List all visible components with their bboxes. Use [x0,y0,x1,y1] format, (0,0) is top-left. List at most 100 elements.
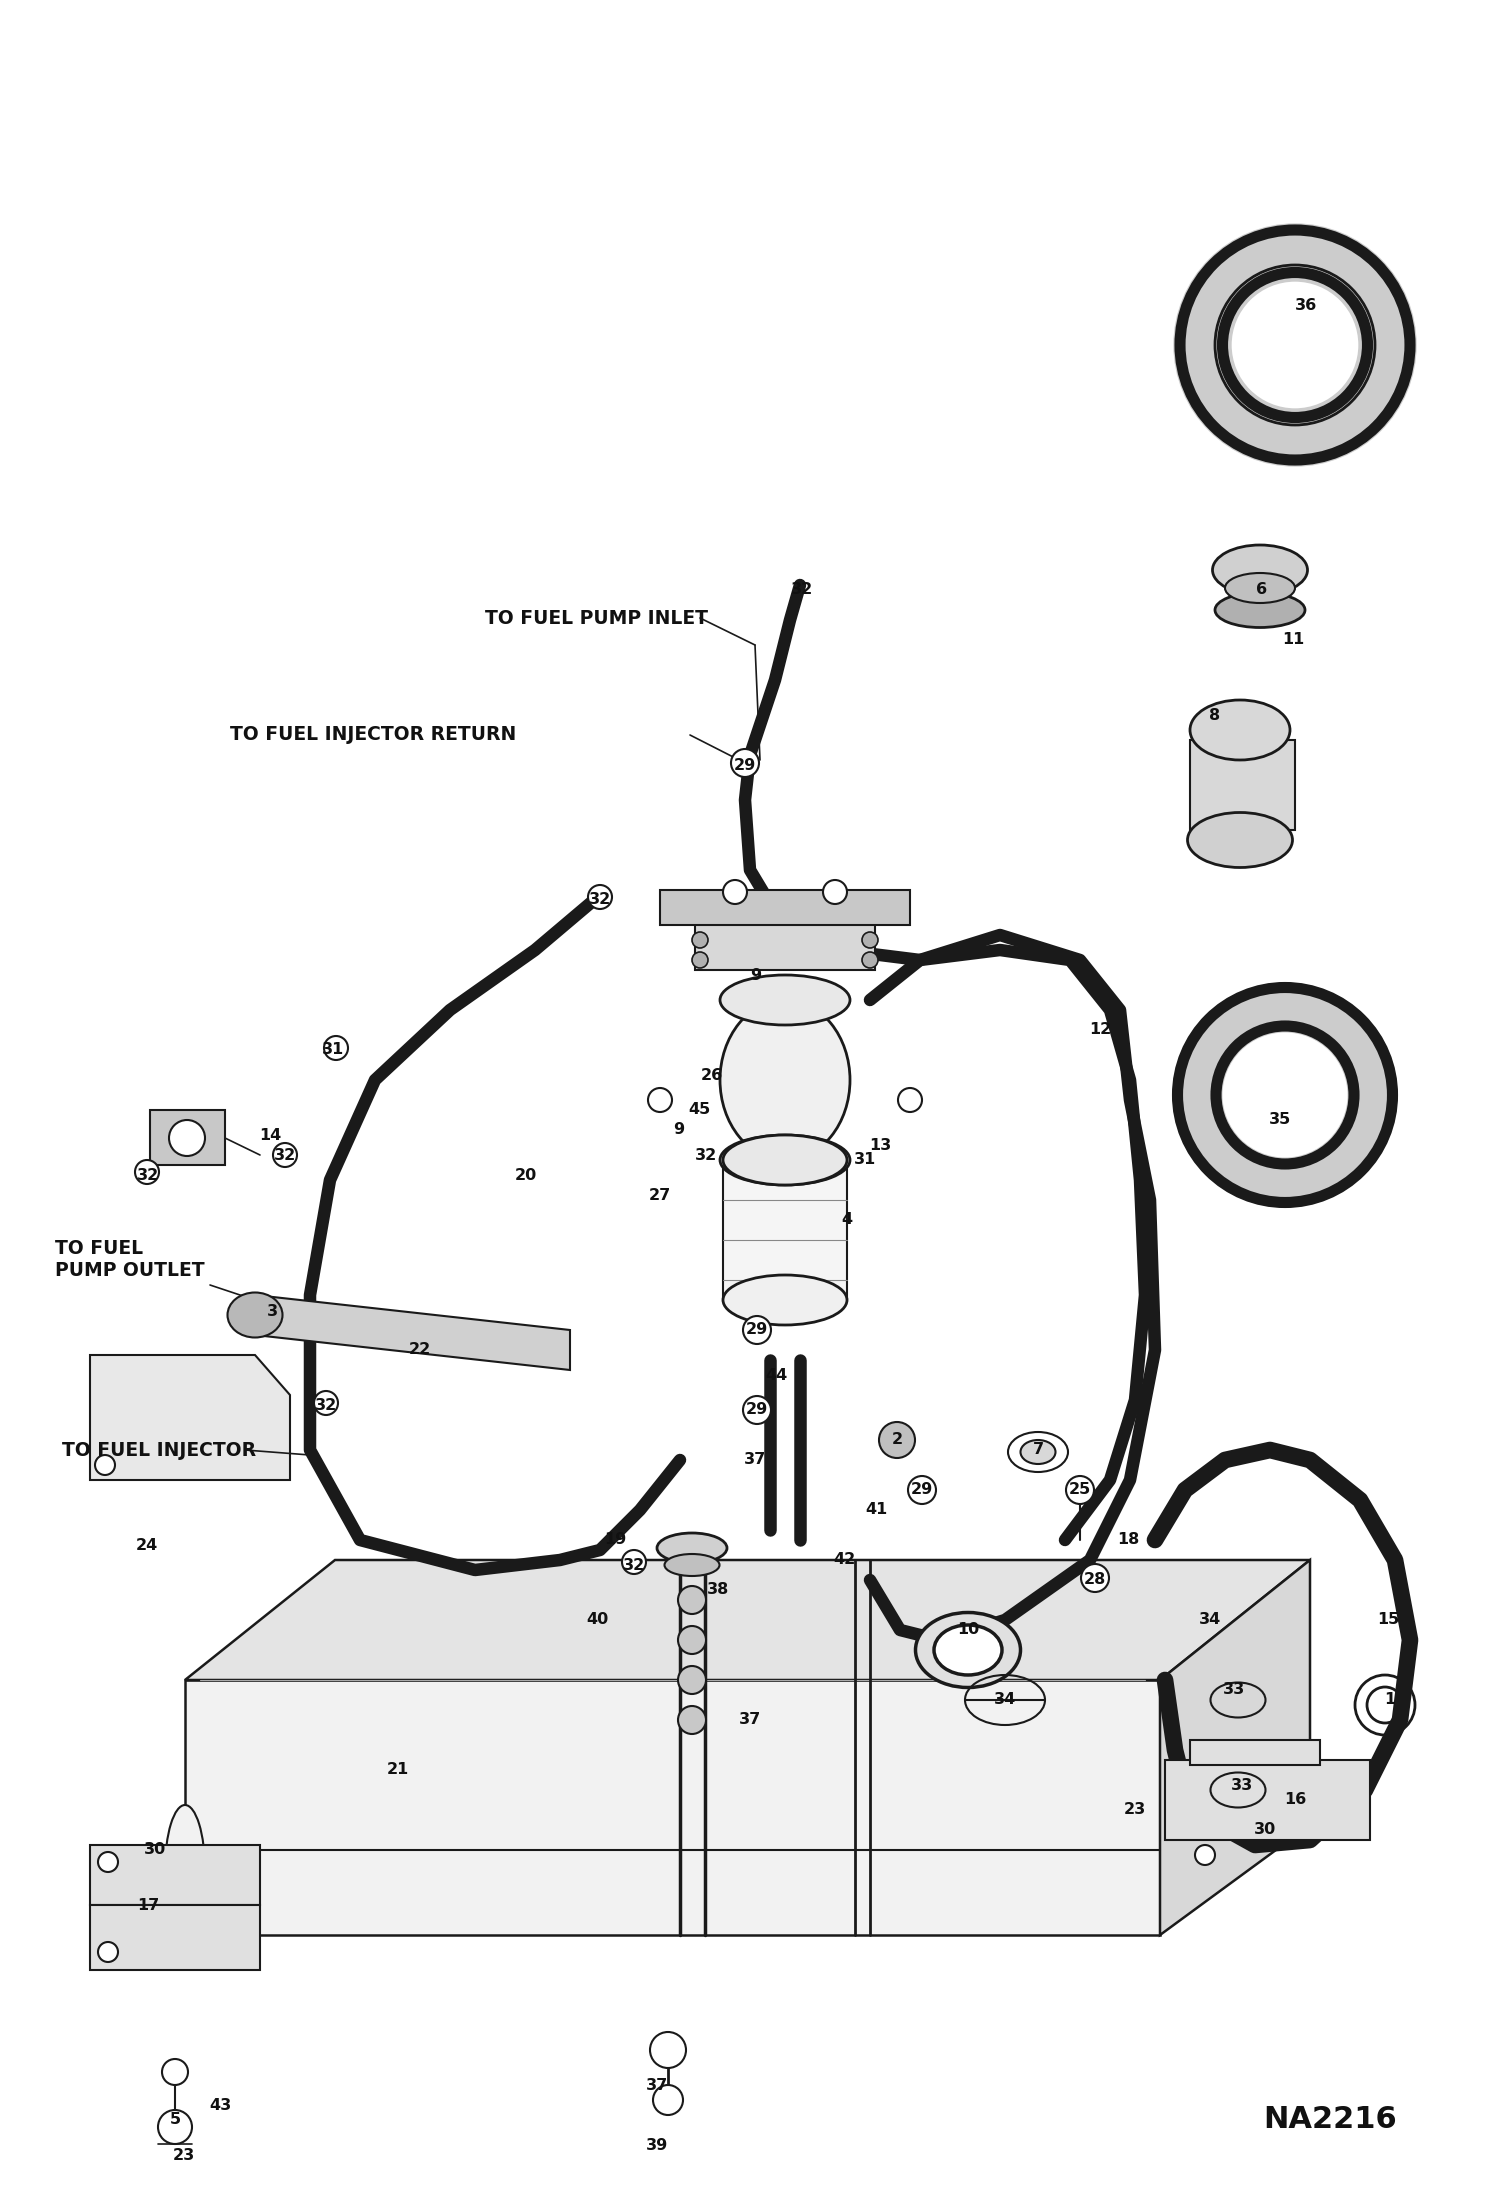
Text: 23: 23 [172,2147,195,2162]
Polygon shape [695,921,875,969]
Circle shape [743,1397,771,1423]
Ellipse shape [915,1612,1020,1686]
Ellipse shape [228,1292,283,1338]
Circle shape [692,952,709,967]
Circle shape [897,1088,921,1112]
Circle shape [1195,1844,1215,1864]
Ellipse shape [724,1136,846,1184]
Polygon shape [661,890,909,925]
Text: 1: 1 [1384,1693,1396,1708]
Ellipse shape [1215,592,1305,627]
Text: 21: 21 [386,1763,409,1779]
Circle shape [97,1943,118,1963]
Text: 32: 32 [791,583,813,596]
Text: 42: 42 [833,1553,855,1568]
Text: 39: 39 [646,2138,668,2154]
Polygon shape [255,1296,571,1371]
Text: NA2216: NA2216 [1263,2105,1396,2134]
Text: 3: 3 [267,1305,277,1320]
Bar [1189,1739,1320,1765]
Ellipse shape [658,1533,727,1564]
Polygon shape [90,1906,261,1969]
Text: 34: 34 [993,1693,1016,1708]
Polygon shape [90,1355,291,1480]
Text: 28: 28 [1085,1572,1106,1588]
Text: 9: 9 [750,967,761,982]
Text: 15: 15 [1377,1612,1399,1627]
Ellipse shape [721,1000,849,1160]
Text: 31: 31 [322,1042,345,1057]
Text: 29: 29 [734,757,756,772]
Text: 30: 30 [144,1842,166,1857]
Text: 34: 34 [1198,1612,1221,1627]
Polygon shape [184,1680,1159,1934]
Text: 32: 32 [136,1167,159,1182]
Circle shape [679,1586,706,1614]
Text: 26: 26 [701,1068,724,1083]
Circle shape [94,1454,115,1476]
Ellipse shape [1225,572,1294,603]
Text: 32: 32 [695,1147,718,1162]
Text: 30: 30 [1254,1822,1276,1838]
Text: 19: 19 [604,1533,626,1548]
Text: 14: 14 [259,1127,282,1143]
Circle shape [97,1853,118,1873]
Text: 29: 29 [911,1482,933,1498]
Text: 45: 45 [688,1103,710,1118]
Ellipse shape [721,976,849,1024]
Bar [150,1110,225,1164]
Polygon shape [1165,1761,1371,1840]
Circle shape [731,750,759,776]
Text: 10: 10 [957,1623,980,1638]
Text: 29: 29 [746,1404,768,1417]
Polygon shape [1159,1559,1309,1934]
Text: 35: 35 [1269,1112,1291,1127]
Ellipse shape [721,1136,849,1184]
Circle shape [822,879,846,904]
Text: 32: 32 [623,1557,646,1572]
Text: 37: 37 [739,1713,761,1728]
Circle shape [650,2033,686,2068]
Text: 40: 40 [586,1612,608,1627]
Text: 13: 13 [869,1138,891,1154]
Text: 20: 20 [515,1167,538,1182]
Text: 37: 37 [646,2077,668,2092]
Ellipse shape [665,1555,719,1577]
Text: 22: 22 [409,1342,431,1357]
Circle shape [157,2110,192,2145]
Circle shape [315,1390,339,1414]
Circle shape [861,932,878,947]
Text: 29: 29 [746,1322,768,1338]
Bar [1189,739,1294,829]
Text: 9: 9 [674,1123,685,1138]
Circle shape [162,2059,189,2086]
Circle shape [908,1476,936,1504]
Circle shape [653,2086,683,2114]
Text: 37: 37 [745,1452,765,1467]
Circle shape [135,1160,159,1184]
Text: 32: 32 [274,1147,297,1162]
Text: 25: 25 [1070,1482,1091,1498]
Circle shape [324,1035,348,1059]
Ellipse shape [1020,1441,1056,1465]
Circle shape [1082,1564,1109,1592]
Text: TO FUEL INJECTOR RETURN: TO FUEL INJECTOR RETURN [231,726,517,743]
Circle shape [649,1088,673,1112]
Text: 18: 18 [1118,1533,1138,1548]
Text: 23: 23 [1124,1803,1146,1818]
Text: 44: 44 [765,1368,786,1382]
Ellipse shape [1189,700,1290,761]
Circle shape [679,1625,706,1654]
Text: 8: 8 [1209,708,1221,721]
Text: 38: 38 [707,1583,730,1597]
Polygon shape [184,1559,1309,1680]
Text: 11: 11 [1282,632,1305,647]
Text: 16: 16 [1284,1792,1306,1807]
Circle shape [679,1706,706,1735]
Text: 31: 31 [854,1154,876,1167]
Circle shape [589,886,613,910]
Text: 33: 33 [1222,1682,1245,1697]
Text: 32: 32 [589,893,611,908]
Text: 27: 27 [649,1186,671,1202]
Text: 32: 32 [315,1397,337,1412]
